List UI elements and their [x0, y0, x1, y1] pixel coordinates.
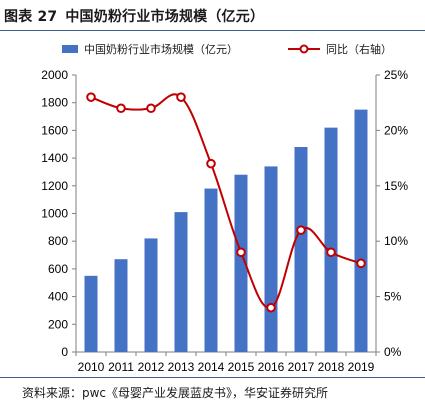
x-axis-tick-label: 2012	[138, 360, 165, 374]
yoy-point-2012	[146, 103, 156, 114]
yoy-point-2013	[176, 92, 186, 102]
bottom-rule	[0, 377, 425, 378]
chart-title: 图表 27 中国奶粉行业市场规模（亿元）	[4, 6, 264, 26]
x-axis-tick-label: 2014	[198, 360, 225, 374]
source-note: 资料来源：pwc《母婴产业发展蓝皮书》，华安证券研究所	[22, 386, 329, 400]
right-axis-tick-label: 0%	[384, 345, 402, 359]
x-axis-tick-label: 2015	[228, 360, 255, 374]
left-axis-tick-label: 2000	[41, 68, 68, 82]
yoy-point-2019	[356, 258, 366, 269]
right-axis-tick-label: 20%	[384, 123, 408, 137]
x-axis-tick-label: 2019	[348, 360, 375, 374]
bar-2017	[294, 147, 308, 352]
yoy-point-2016	[266, 302, 276, 313]
bar-2019	[354, 109, 368, 352]
x-axis-tick-label: 2013	[168, 360, 195, 374]
right-axis-tick-label: 15%	[384, 179, 408, 193]
bar-2013	[174, 212, 188, 352]
left-axis-tick-label: 1600	[41, 123, 68, 137]
left-axis-tick-label: 800	[48, 234, 68, 248]
line-series	[86, 92, 366, 313]
x-axis-tick-label: 2017	[288, 360, 315, 374]
right-axis-tick-label: 25%	[384, 68, 408, 82]
x-axis-tick-label: 2010	[78, 360, 105, 374]
x-axis-tick-label: 2018	[318, 360, 345, 374]
bar-2011	[114, 259, 128, 352]
yoy-point-2010	[86, 92, 96, 102]
figure-number: 图表 27	[4, 9, 58, 25]
bar-2014	[204, 188, 218, 352]
right-axis-tick-label: 10%	[384, 234, 408, 248]
yoy-point-2015	[236, 247, 246, 258]
left-axis-tick-label: 1000	[41, 207, 68, 221]
top-rule	[0, 30, 425, 31]
right-axis-tick-label: 5%	[384, 290, 402, 304]
legend-line-label: 同比（右轴）	[326, 42, 392, 56]
axes: 0 200 400 600 800 1000 1200 1400 1600 1800 2000 0% 5…	[41, 68, 408, 374]
legend-bar-label: 中国奶粉行业市场规模（亿元）	[84, 42, 238, 56]
yoy-point-2011	[116, 103, 126, 114]
legend-bar-swatch	[62, 45, 78, 53]
legend: 中国奶粉行业市场规模（亿元） 同比（右轴）	[62, 42, 392, 56]
figure-title: 中国奶粉行业市场规模（亿元）	[65, 9, 265, 25]
left-axis-tick-label: 600	[48, 262, 68, 276]
left-axis-tick-label: 1200	[41, 179, 68, 193]
bar-2016	[264, 166, 278, 352]
legend-line-marker	[299, 44, 309, 54]
left-axis-tick-label: 1400	[41, 151, 68, 165]
left-axis-tick-label: 400	[48, 290, 68, 304]
left-axis-tick-label: 1800	[41, 96, 68, 110]
bar-2015	[234, 174, 248, 352]
bar-2010	[84, 275, 98, 352]
left-axis-tick-label: 0	[61, 345, 68, 359]
yoy-point-2014	[206, 158, 216, 169]
yoy-growth-line	[90, 93, 362, 309]
bar-series	[84, 109, 368, 352]
x-axis-tick-label: 2011	[108, 360, 134, 374]
left-axis-tick-label: 200	[48, 317, 68, 331]
bar-2012	[144, 238, 158, 352]
yoy-point-2017	[296, 225, 306, 235]
bar-2018	[324, 127, 338, 352]
x-axis-tick-label: 2016	[258, 360, 285, 374]
yoy-point-2018	[326, 247, 336, 258]
